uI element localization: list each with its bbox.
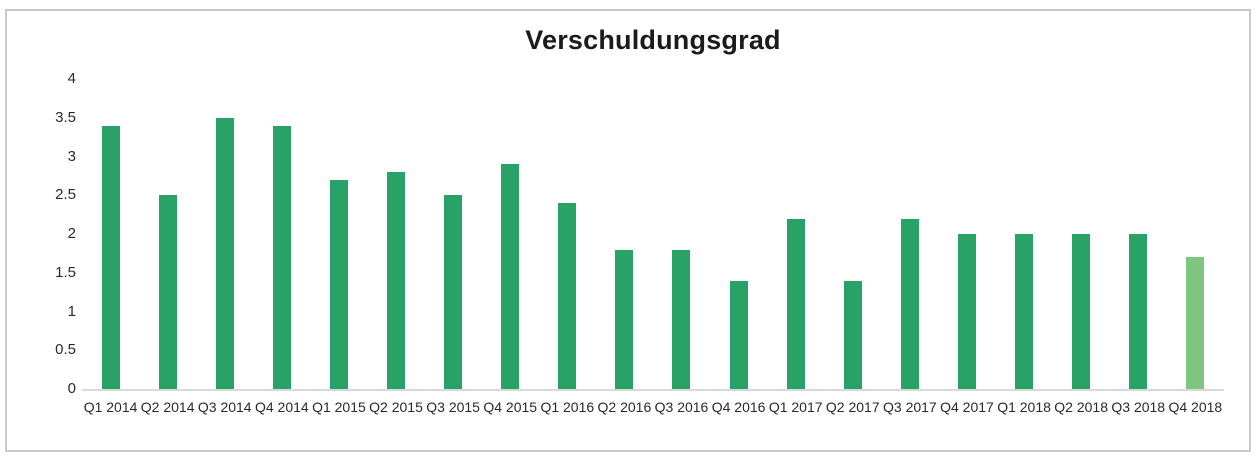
- bar-slot: [425, 79, 482, 389]
- bar-q2-2017[interactable]: [843, 280, 862, 389]
- x-tick-label: Q4 2014: [254, 399, 309, 415]
- bar-slot: [139, 79, 196, 389]
- bar-q3-2014[interactable]: [215, 117, 234, 389]
- bar-slot: [253, 79, 310, 389]
- chart-title: Verschuldungsgrad: [525, 25, 781, 55]
- x-tick-label: Q4 2017: [940, 399, 994, 415]
- bar-slot: [881, 79, 938, 389]
- x-tick-label: Q4 2018: [1168, 399, 1223, 415]
- bar-slot: [196, 79, 253, 389]
- bar-q4-2017[interactable]: [957, 234, 976, 389]
- y-tick-label: 4: [67, 70, 76, 87]
- y-tick-label: 0.5: [55, 341, 76, 359]
- bar-slot: [82, 79, 139, 389]
- bar-q1-2015[interactable]: [329, 179, 348, 389]
- bar-q4-2016[interactable]: [729, 280, 748, 389]
- bars-container: [82, 79, 1224, 389]
- y-axis: 4 3.5 3 2.5 2 1.5 1 0.5 0: [7, 11, 76, 450]
- bar-q4-2018[interactable]: [1186, 257, 1205, 389]
- bar-q3-2016[interactable]: [672, 249, 691, 389]
- bar-q4-2015[interactable]: [501, 164, 520, 389]
- bar-slot: [767, 79, 824, 389]
- bar-q3-2017[interactable]: [900, 218, 919, 389]
- x-tick-label: Q1 2015: [312, 399, 366, 415]
- x-tick-label: Q4 2015: [483, 399, 538, 415]
- x-tick-label: Q3 2014: [197, 399, 252, 415]
- x-tick-label: Q2 2014: [140, 399, 195, 415]
- y-tick-label: 2: [67, 225, 76, 242]
- bar-q1-2014[interactable]: [101, 125, 120, 389]
- x-tick-label: Q3 2017: [883, 399, 937, 415]
- bar-q2-2015[interactable]: [387, 172, 406, 389]
- bar-slot: [824, 79, 881, 389]
- y-tick-label: 2.5: [55, 186, 76, 204]
- bar-q1-2017[interactable]: [786, 218, 805, 389]
- bar-slot: [1167, 79, 1224, 389]
- x-axis-line: [82, 389, 1224, 391]
- x-tick-label: Q2 2018: [1054, 399, 1108, 415]
- bar-slot: [310, 79, 367, 389]
- x-tick-label: Q4 2016: [711, 399, 766, 415]
- bar-q1-2018[interactable]: [1015, 234, 1034, 389]
- bar-q2-2014[interactable]: [158, 195, 177, 389]
- bar-q2-2018[interactable]: [1072, 234, 1091, 389]
- bar-slot: [539, 79, 596, 389]
- bar-slot: [938, 79, 995, 389]
- x-tick-label: Q1 2014: [83, 399, 138, 415]
- bar-slot: [1053, 79, 1110, 389]
- x-tick-label: Q3 2016: [654, 399, 709, 415]
- bar-slot: [710, 79, 767, 389]
- y-tick-label: 3.5: [55, 108, 76, 126]
- chart-frame: Verschuldungsgrad 4 3.5 3 2.5 2 1.5 1 0.5 0 Q1 2…: [5, 9, 1251, 452]
- bar-slot: [996, 79, 1053, 389]
- bar-q1-2016[interactable]: [558, 203, 577, 389]
- y-tick-label: 1: [67, 302, 76, 320]
- y-tick-label: 1.5: [55, 263, 76, 281]
- bar-q3-2018[interactable]: [1129, 234, 1148, 389]
- bar-slot: [367, 79, 424, 389]
- bar-slot: [596, 79, 653, 389]
- bar-q2-2016[interactable]: [615, 249, 634, 389]
- y-tick-label: 3: [67, 147, 76, 165]
- x-axis-labels: Q1 2014 Q2 2014 Q3 2014 Q4 2014 Q1 2015 Q2 20…: [82, 399, 1224, 416]
- x-tick-label: Q2 2017: [825, 399, 880, 415]
- bar-slot: [653, 79, 710, 389]
- bar-slot: [482, 79, 539, 389]
- bar-q3-2015[interactable]: [444, 195, 463, 389]
- x-tick-label: Q2 2016: [597, 399, 652, 415]
- bar-q4-2014[interactable]: [272, 125, 291, 389]
- y-tick-label: 0: [67, 380, 76, 397]
- x-tick-label: Q1 2016: [540, 399, 595, 415]
- x-tick-label: Q2 2015: [369, 399, 423, 415]
- x-tick-label: Q3 2015: [426, 399, 480, 415]
- x-tick-label: Q3 2018: [1111, 399, 1166, 415]
- x-tick-label: Q1 2017: [768, 399, 823, 415]
- x-tick-label: Q1 2018: [997, 399, 1051, 415]
- bar-slot: [1110, 79, 1167, 389]
- plot-area: [82, 79, 1224, 391]
